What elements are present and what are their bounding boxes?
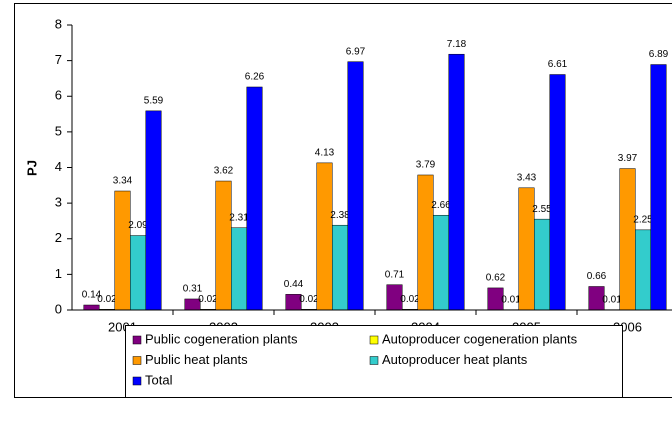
value-label: 6.89: [649, 49, 669, 60]
value-label: 0.01: [501, 294, 521, 305]
bar: [316, 162, 333, 311]
y-tick-label: 8: [55, 16, 62, 31]
bar: [549, 74, 566, 311]
value-label: 2.25: [633, 214, 653, 225]
legend-label: Total: [145, 372, 173, 387]
value-label: 0.02: [97, 294, 117, 305]
value-label: 0.44: [284, 279, 304, 290]
y-axis-label: PJ: [24, 160, 39, 176]
value-label: 0.71: [385, 269, 405, 280]
y-tick-label: 6: [55, 88, 62, 103]
value-label: 3.97: [618, 153, 638, 164]
value-label: 0.02: [198, 294, 218, 305]
bar: [145, 110, 162, 311]
bar: [130, 235, 146, 311]
bar: [215, 180, 232, 311]
y-tick-label: 3: [55, 195, 62, 210]
legend-swatch: [132, 335, 142, 345]
legend-swatch: [369, 356, 379, 365]
value-label: 0.02: [400, 294, 420, 305]
legend-label: Autoproducer cogeneration plants: [382, 331, 578, 346]
value-label: 3.34: [113, 176, 133, 187]
value-label: 0.14: [82, 290, 102, 301]
value-label: 3.62: [214, 166, 234, 177]
bar: [83, 304, 100, 311]
value-label: 0.02: [299, 294, 319, 305]
value-label: 6.61: [548, 59, 568, 70]
value-label: 2.31: [229, 212, 249, 223]
bar: [347, 61, 364, 311]
bar: [448, 53, 465, 311]
value-label: 0.66: [587, 271, 607, 282]
y-tick-label: 7: [55, 52, 62, 67]
value-label: 3.43: [517, 172, 537, 183]
y-tick-label: 4: [55, 159, 62, 174]
value-label: 0.62: [486, 273, 506, 284]
value-label: 7.18: [447, 39, 467, 50]
value-label: 2.55: [532, 204, 552, 215]
bar: [650, 64, 667, 311]
bar: [231, 227, 247, 311]
value-label: 4.13: [315, 148, 335, 159]
y-tick-label: 2: [55, 230, 62, 245]
legend-swatch: [369, 335, 379, 345]
bar: [534, 218, 550, 311]
y-tick-label: 5: [55, 123, 62, 138]
legend-label: Public cogeneration plants: [145, 331, 298, 346]
value-label: 0.01: [602, 294, 622, 305]
legend-swatch: [132, 376, 142, 386]
value-label: 3.79: [416, 160, 436, 171]
value-label: 5.59: [144, 95, 164, 106]
value-label: 6.97: [346, 46, 366, 57]
bar: [246, 86, 263, 311]
value-label: 2.09: [128, 220, 148, 231]
bar: [635, 229, 651, 311]
y-tick-label: 1: [55, 266, 62, 281]
bar: [114, 190, 131, 311]
legend-label: Autoproducer heat plants: [382, 352, 528, 367]
legend-label: Public heat plants: [145, 352, 248, 367]
value-label: 0.31: [183, 284, 203, 295]
bar: [332, 224, 348, 311]
value-label: 6.26: [245, 72, 265, 83]
bar: [417, 174, 434, 311]
legend-swatch: [132, 356, 142, 365]
bar: [433, 214, 449, 311]
bar: [619, 168, 636, 311]
value-label: 2.66: [431, 200, 451, 211]
value-label: 2.38: [330, 210, 350, 221]
y-tick-label: 0: [55, 301, 62, 316]
